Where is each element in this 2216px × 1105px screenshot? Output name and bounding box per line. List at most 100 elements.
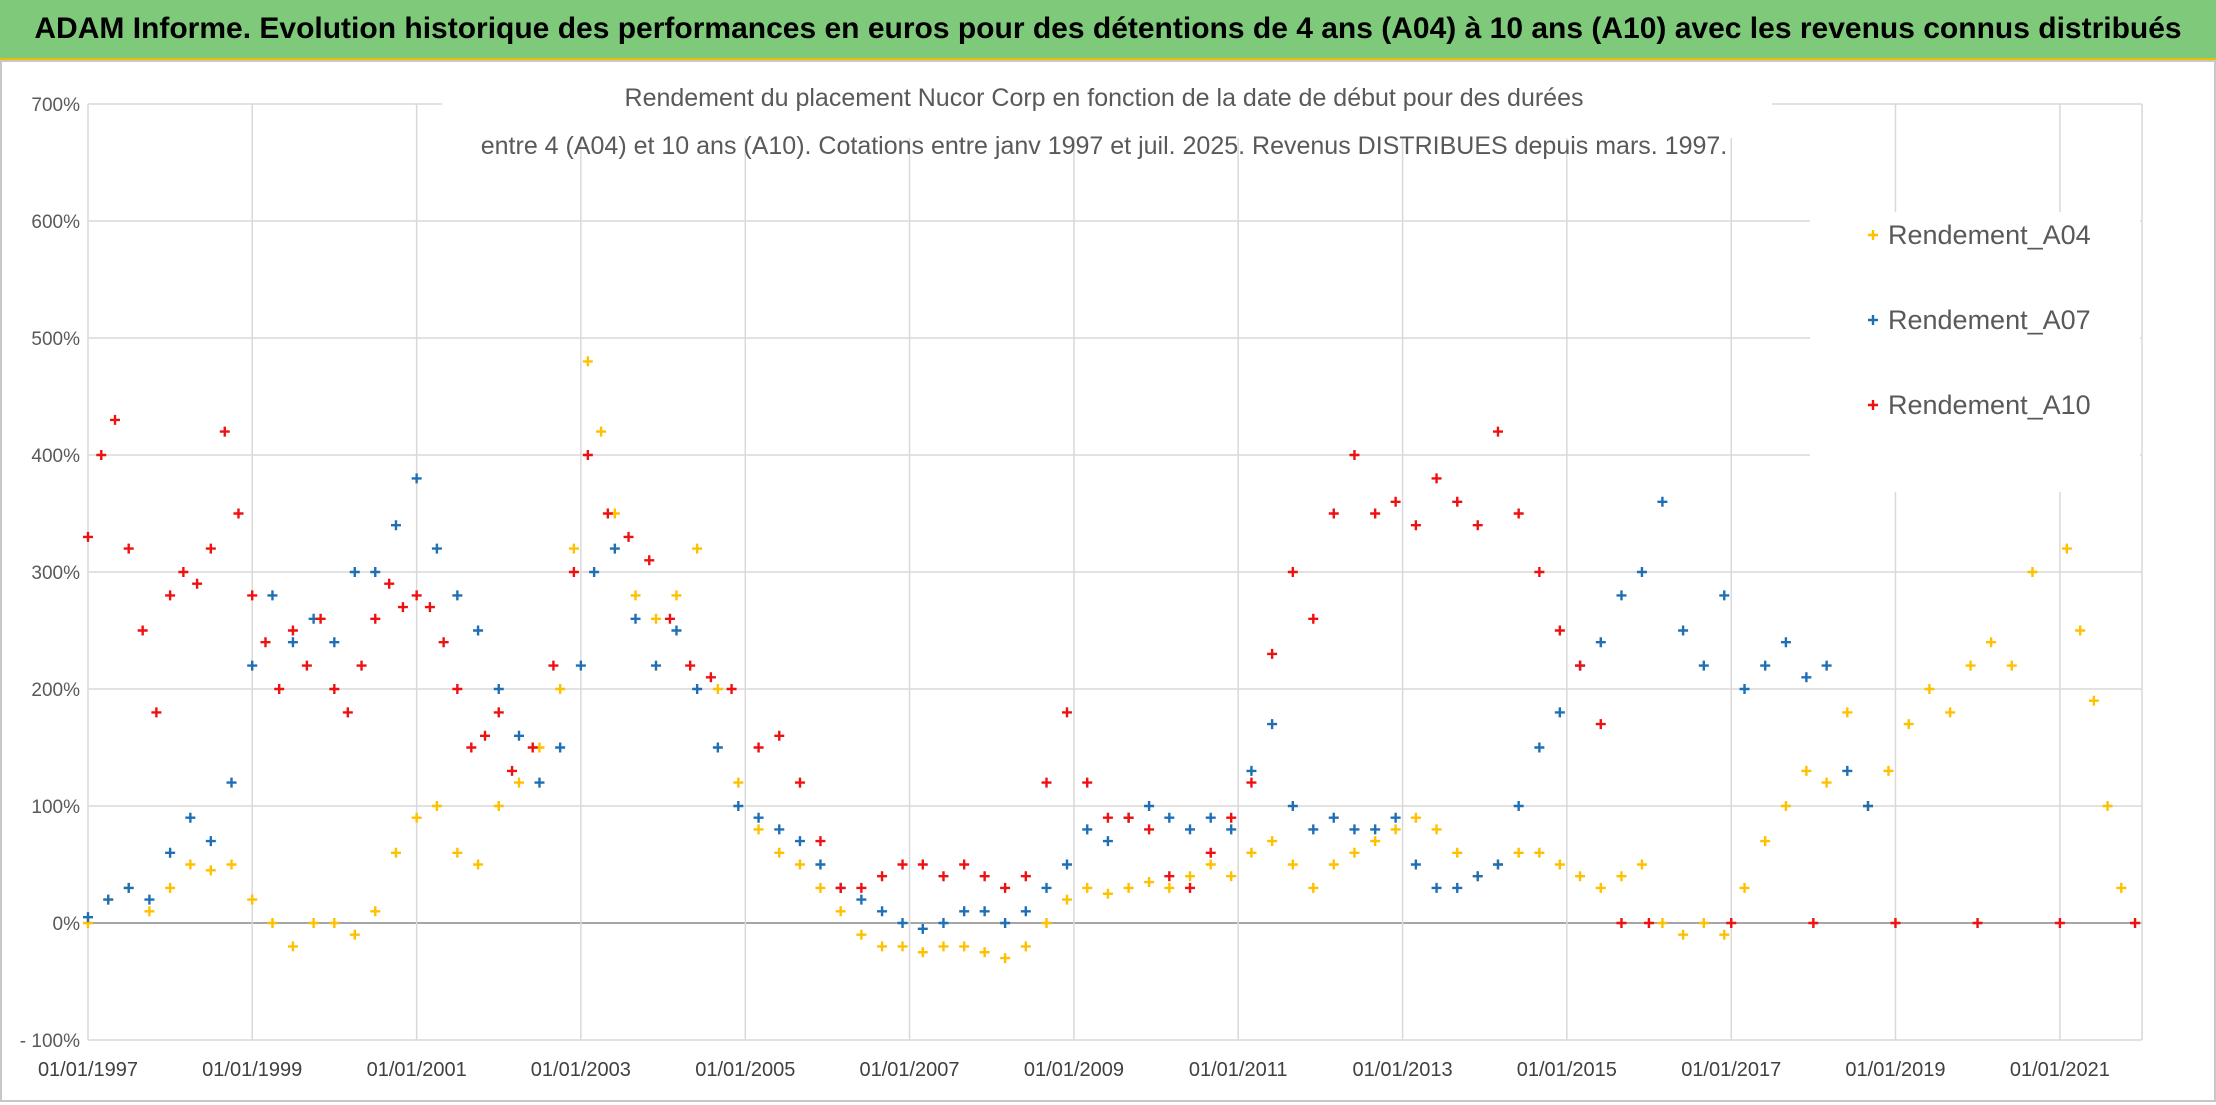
data-point (452, 847, 463, 858)
data-point (1534, 742, 1545, 753)
data-point (753, 742, 764, 753)
data-point (1061, 859, 1072, 870)
data-point (1287, 859, 1298, 870)
scatter-chart: - 100% 0% 100% 200% 300% 400% 500% 600% 700% 01/0… (20, 68, 2143, 1081)
x-tick-label: 01/01/1999 (202, 1059, 302, 1081)
data-point (1760, 660, 1771, 671)
data-point (1986, 637, 1997, 648)
data-point (2116, 882, 2127, 893)
data-point (342, 707, 353, 718)
data-point (1246, 765, 1257, 776)
data-point (959, 906, 970, 917)
data-point (856, 929, 867, 940)
data-point (664, 613, 675, 624)
data-point (480, 730, 491, 741)
data-point (452, 684, 463, 694)
data-point (1719, 590, 1730, 601)
data-point (548, 660, 559, 671)
legend-marker (1868, 230, 1878, 240)
data-point (602, 508, 613, 519)
data-point (226, 777, 237, 788)
data-point (466, 742, 477, 753)
data-point (644, 555, 655, 566)
data-point (1452, 496, 1463, 507)
data-point (1431, 882, 1442, 893)
data-point (1965, 660, 1976, 671)
data-point (1739, 882, 1750, 893)
data-point (1308, 824, 1319, 835)
data-point (692, 684, 703, 694)
data-point (1534, 567, 1545, 577)
data-point (384, 578, 395, 589)
data-point (151, 707, 162, 718)
data-point (1061, 894, 1072, 905)
data-point (1513, 801, 1524, 811)
data-point (1616, 918, 1627, 928)
data-point (1643, 918, 1654, 928)
data-point (1041, 777, 1052, 788)
data-point (877, 906, 888, 917)
data-point (411, 590, 422, 601)
data-point (1185, 871, 1196, 882)
data-point (1082, 777, 1093, 788)
data-point (165, 847, 176, 858)
series-Rendement_A10 (83, 414, 2141, 928)
data-point (1041, 918, 1052, 928)
data-point (1821, 660, 1832, 671)
x-tick-label: 01/01/2017 (1681, 1059, 1781, 1081)
data-point (1370, 836, 1381, 847)
data-point (287, 941, 298, 952)
data-point (2006, 660, 2017, 671)
data-point (165, 882, 176, 893)
data-point (877, 871, 888, 882)
x-tick-label: 01/01/2019 (1845, 1059, 1945, 1081)
data-point (1000, 953, 1011, 964)
data-point (1472, 520, 1483, 531)
data-point (938, 871, 949, 882)
data-point (1595, 719, 1606, 730)
y-tick-label: 400% (31, 446, 80, 467)
data-point (1534, 847, 1545, 858)
data-point (2075, 625, 2086, 636)
data-point (2130, 918, 2141, 928)
data-point (438, 637, 449, 648)
data-point (1185, 824, 1196, 835)
data-point (1267, 648, 1278, 659)
data-point (185, 812, 196, 823)
x-tick-label: 01/01/2001 (367, 1059, 467, 1081)
data-point (568, 567, 579, 577)
data-point (1164, 882, 1175, 893)
data-point (1328, 812, 1339, 823)
data-point (959, 941, 970, 952)
data-point (1390, 496, 1401, 507)
data-point (979, 906, 990, 917)
data-point (1246, 847, 1257, 858)
data-point (1972, 918, 1983, 928)
data-point (979, 947, 990, 958)
data-point (1370, 508, 1381, 519)
data-point (123, 543, 134, 554)
data-point (1513, 847, 1524, 858)
data-point (1246, 777, 1257, 788)
data-point (1513, 508, 1524, 519)
legend: Rendement_A04 Rendement_A07 Rendement_A10 (1868, 220, 2091, 420)
data-point (1308, 882, 1319, 893)
data-point (431, 543, 442, 554)
data-point (1554, 707, 1565, 718)
data-point (1144, 824, 1155, 835)
data-point (1903, 719, 1914, 730)
data-point (917, 859, 928, 870)
data-point (1082, 824, 1093, 835)
data-point (1890, 918, 1901, 928)
data-point (596, 426, 607, 437)
data-point (247, 590, 258, 601)
legend-label: Rendement_A10 (1888, 390, 2091, 420)
data-point (582, 356, 593, 367)
data-point (1144, 801, 1155, 811)
series-Rendement_A04 (83, 356, 2127, 964)
data-point (575, 660, 586, 671)
legend-backdrop (1810, 212, 2140, 492)
data-point (609, 543, 620, 554)
data-point (1883, 765, 1894, 776)
data-point (473, 859, 484, 870)
